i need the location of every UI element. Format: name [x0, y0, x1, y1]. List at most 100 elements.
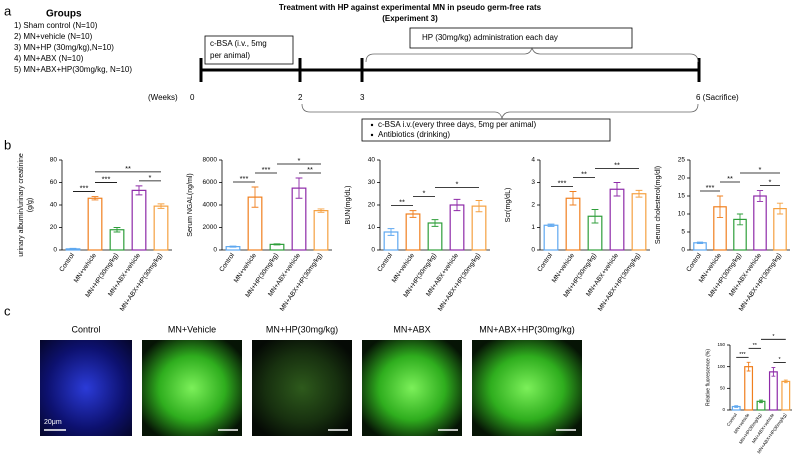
- significance-label: *: [772, 334, 775, 340]
- error-bar: [635, 189, 643, 198]
- error-bar: [759, 399, 763, 404]
- scale-bar-label: 20μm: [44, 419, 62, 426]
- significance-label: ***: [80, 184, 89, 193]
- bar: [781, 380, 791, 411]
- error-bar: [387, 228, 395, 236]
- y-axis-label: (g/g): [27, 198, 34, 212]
- error-bar: [135, 185, 143, 196]
- significance-label: **: [727, 174, 733, 183]
- bar: [768, 371, 778, 411]
- note: Antibiotics (drinking): [378, 130, 450, 139]
- timeline-unit: (Weeks): [148, 93, 178, 102]
- y-tick-label: 30: [368, 179, 376, 186]
- timeline-label: 6 (Sacrifice): [696, 93, 739, 102]
- image-label: MN+HP(30mg/kg): [266, 324, 338, 334]
- error-bar: [409, 210, 417, 218]
- bar: [405, 213, 421, 251]
- micrograph: [142, 340, 242, 436]
- bar: [427, 222, 443, 251]
- y-tick-label: 80: [50, 157, 58, 164]
- y-tick-label: 10: [678, 211, 686, 218]
- y-tick-label: 0: [681, 247, 685, 254]
- timeline-label: 2: [298, 93, 303, 102]
- error-bar: [157, 203, 165, 209]
- significance-label: ***: [262, 165, 271, 174]
- significance-label: *: [779, 357, 782, 363]
- y-tick-label: 20: [368, 202, 376, 209]
- micrograph: [252, 340, 352, 436]
- y-tick-label: 150: [717, 342, 725, 347]
- y-tick-label: 10: [368, 224, 376, 231]
- x-tick-label: MN+ABX+HP(30mg/kg): [437, 252, 482, 313]
- error-bar: [229, 245, 237, 248]
- significance-label: ***: [739, 352, 746, 358]
- error-bar: [273, 243, 281, 246]
- notes-box: [361, 118, 611, 142]
- error-bar: [431, 219, 439, 227]
- panel-label: b: [4, 137, 11, 152]
- error-bar: [295, 177, 303, 199]
- panel-label: a: [4, 3, 12, 18]
- error-bar: [716, 195, 724, 219]
- group: 2) MN+vehicle (N=10): [14, 32, 93, 41]
- y-axis-label: BUN(mg/dL): [345, 186, 352, 225]
- y-tick-label: 40: [50, 202, 58, 209]
- error-bar: [771, 367, 776, 377]
- significance-label: *: [423, 189, 426, 198]
- x-tick-label: Control: [218, 252, 236, 274]
- y-tick-label: 2: [531, 202, 535, 209]
- y-tick-label: 4000: [203, 202, 218, 209]
- y-tick-label: 20: [678, 175, 686, 182]
- bar: [131, 189, 147, 251]
- error-bar: [251, 186, 259, 208]
- y-axis-label: urinary albumin/urinary creatinine: [18, 153, 25, 257]
- bullet: [370, 133, 374, 137]
- micrograph: [40, 340, 132, 436]
- cbsa-box: [204, 35, 294, 65]
- bar: [109, 229, 125, 251]
- error-bar: [475, 200, 483, 213]
- y-tick-label: 8000: [203, 157, 218, 164]
- bar: [87, 197, 103, 251]
- subtitle: (Experiment 3): [382, 14, 438, 23]
- error-bar: [113, 227, 121, 233]
- error-bar: [776, 202, 784, 215]
- y-tick-label: 25: [678, 157, 686, 164]
- significance-label: **: [307, 165, 313, 174]
- bar: [744, 366, 754, 411]
- error-bar: [613, 182, 621, 197]
- x-tick-label: Control: [685, 252, 703, 274]
- error-bar: [91, 196, 99, 201]
- error-bar: [746, 361, 751, 372]
- groups-heading: Groups: [46, 9, 82, 20]
- note: c-BSA i.v.(every three days, 5mg per ani…: [378, 120, 536, 129]
- bar: [565, 197, 581, 251]
- bar: [631, 193, 647, 251]
- y-axis-label: Scr(mg/dL): [505, 188, 512, 223]
- cbsa-text: per animal): [210, 51, 250, 60]
- brace: [365, 46, 699, 63]
- group: 3) MN+HP (30mg/kg),N=10): [14, 43, 114, 52]
- error-bar: [591, 209, 599, 224]
- x-tick-label: MN+ABX+HP(30mg/kg): [279, 252, 324, 313]
- significance-label: **: [614, 160, 620, 169]
- y-tick-label: 0: [53, 247, 57, 254]
- significance-label: ***: [102, 175, 111, 184]
- group: 1) Sham control (N=10): [14, 21, 98, 30]
- error-bar: [569, 191, 577, 206]
- hp-text: HP (30mg/kg) administration each day: [422, 33, 558, 42]
- y-axis-label: Relative fluorescence (%): [705, 349, 711, 406]
- x-tick-label: MN+ABX+HP(30mg/kg): [597, 252, 642, 313]
- x-tick-label: Control: [376, 252, 394, 274]
- y-tick-label: 0: [213, 247, 217, 254]
- significance-label: *: [759, 165, 762, 174]
- y-tick-label: 15: [678, 193, 686, 200]
- group: 5) MN+ABX+HP(30mg/kg, N=10): [14, 65, 132, 74]
- bar: [471, 205, 487, 251]
- x-tick-label: Control: [726, 412, 738, 427]
- error-bar: [696, 241, 704, 244]
- bar: [153, 205, 169, 251]
- micrograph: [362, 340, 462, 436]
- cbsa-text: c-BSA (i.v., 5mg: [210, 39, 267, 48]
